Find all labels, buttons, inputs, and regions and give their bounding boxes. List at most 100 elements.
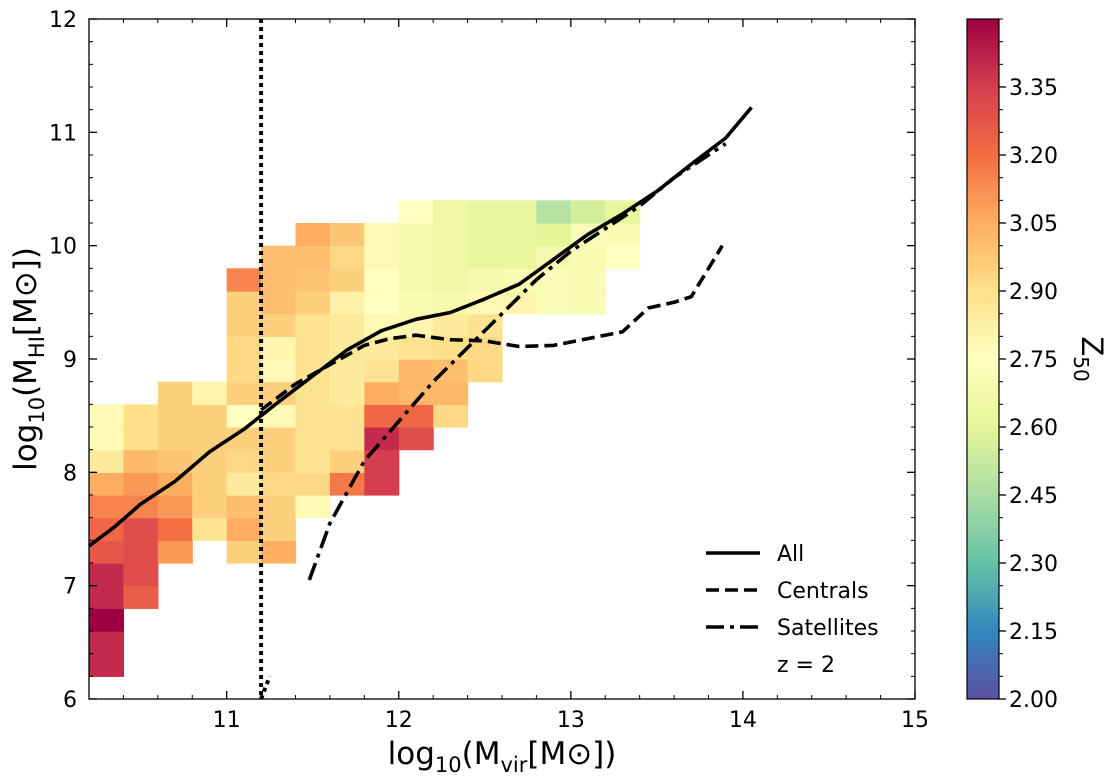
heatmap-cell <box>398 404 434 428</box>
colorbar-ticks: 2.00 2.15 2.30 2.45 2.60 2.75 2.90 3.05 3.20 3.35 <box>999 18 1058 713</box>
heatmap-cell <box>329 381 365 405</box>
heatmap-cell <box>398 359 434 383</box>
heatmap-cell <box>157 517 193 541</box>
heatmap-cell <box>261 517 297 541</box>
heatmap-cell <box>570 291 606 315</box>
heatmap-cell <box>398 313 434 337</box>
heatmap-cell <box>226 495 262 519</box>
heatmap-cell <box>192 404 228 428</box>
heatmap-cell <box>157 472 193 496</box>
heatmap-cell <box>295 313 331 337</box>
heatmap-cell <box>364 404 400 428</box>
heatmap-cell <box>261 495 297 519</box>
heatmap-cell <box>467 223 503 247</box>
heatmap-cell <box>89 585 125 609</box>
heatmap-cell <box>261 336 297 360</box>
colorbar-tick-label: 2.90 <box>1009 280 1058 305</box>
threshold-dotted-hook <box>259 675 272 700</box>
heatmap-cell <box>329 449 365 473</box>
y-tick-label: 6 <box>63 688 77 713</box>
heatmap-cell <box>570 245 606 269</box>
heatmap-cell <box>467 245 503 269</box>
heatmap-cell <box>123 540 159 564</box>
heatmap-cell <box>89 631 125 655</box>
heatmap-cell <box>364 427 400 451</box>
heatmap-cell <box>261 359 297 383</box>
heatmap-cell <box>364 359 400 383</box>
heatmap-cell <box>433 313 469 337</box>
heatmap-cell <box>364 313 400 337</box>
heatmap-cell <box>329 313 365 337</box>
heatmap-cell <box>364 223 400 247</box>
heatmap-cell <box>364 291 400 315</box>
colorbar-label: Z50 <box>1069 336 1109 381</box>
heatmap-cell <box>226 517 262 541</box>
heatmap-cell <box>123 427 159 451</box>
heatmap-cell <box>329 245 365 269</box>
heatmap-cell <box>89 472 125 496</box>
heatmap-cell <box>89 653 125 677</box>
heatmap-cell <box>226 449 262 473</box>
heatmap-cell <box>364 268 400 292</box>
heatmap-cell <box>536 268 572 292</box>
y-tick-label: 11 <box>49 121 77 146</box>
x-tick-label: 15 <box>901 708 929 733</box>
colorbar-tick-label: 2.45 <box>1009 484 1058 509</box>
heatmap-cell <box>398 268 434 292</box>
heatmap-cell <box>502 268 538 292</box>
series-lines <box>87 106 753 581</box>
colorbar-tick-label: 2.00 <box>1009 688 1058 713</box>
y-axis-label: log10(MHI[M⊙]) <box>8 247 49 471</box>
heatmap-cell <box>226 381 262 405</box>
heatmap-cell <box>261 427 297 451</box>
heatmap-cell <box>433 200 469 224</box>
heatmap-cell <box>89 563 125 587</box>
colorbar-tick-label: 2.60 <box>1009 416 1058 441</box>
heatmap-cell <box>89 449 125 473</box>
vertical-dotted-line-layer <box>259 19 272 700</box>
heatmap-cell <box>329 359 365 383</box>
heatmap-cell <box>329 291 365 315</box>
heatmap-cell <box>536 291 572 315</box>
series-line-all <box>87 106 753 548</box>
heatmap-cell <box>123 472 159 496</box>
heatmap-cell <box>295 223 331 247</box>
y-tick-label: 10 <box>49 235 77 260</box>
heatmap-cell <box>295 472 331 496</box>
colorbar-tick-label: 2.30 <box>1009 552 1058 577</box>
heatmap-cell <box>295 404 331 428</box>
y-tick-label: 8 <box>63 461 77 486</box>
heatmap-cell <box>398 291 434 315</box>
heatmap-cell <box>192 495 228 519</box>
heatmap-cell <box>502 200 538 224</box>
heatmap-cell <box>536 200 572 224</box>
heatmap-cell <box>295 268 331 292</box>
heatmap-cell <box>89 404 125 428</box>
heatmap-cell <box>398 381 434 405</box>
heatmap-cell <box>295 336 331 360</box>
heatmap-cell <box>192 517 228 541</box>
heatmap-cell <box>192 472 228 496</box>
heatmap-cell <box>570 268 606 292</box>
heatmap-cell <box>398 427 434 451</box>
heatmap-cell <box>295 495 331 519</box>
heatmap-cell <box>605 223 641 247</box>
heatmap-cell <box>123 449 159 473</box>
x-axis-label: log10(Mvir[M⊙]) <box>388 736 617 777</box>
legend-all-label: All <box>777 542 804 567</box>
heatmap-cell <box>157 540 193 564</box>
heatmap-cell <box>329 223 365 247</box>
heatmap-cell <box>295 427 331 451</box>
heatmap-cell <box>192 381 228 405</box>
x-tick-label: 12 <box>385 708 413 733</box>
heatmap-cell <box>502 291 538 315</box>
heatmap-cell <box>89 517 125 541</box>
heatmap-cell <box>329 427 365 451</box>
heatmap-cell <box>261 540 297 564</box>
legend-redshift-text: z = 2 <box>777 653 835 678</box>
heatmap-cell <box>192 427 228 451</box>
heatmap-cell <box>502 245 538 269</box>
heatmap-cell <box>433 245 469 269</box>
heatmap-cell <box>398 223 434 247</box>
